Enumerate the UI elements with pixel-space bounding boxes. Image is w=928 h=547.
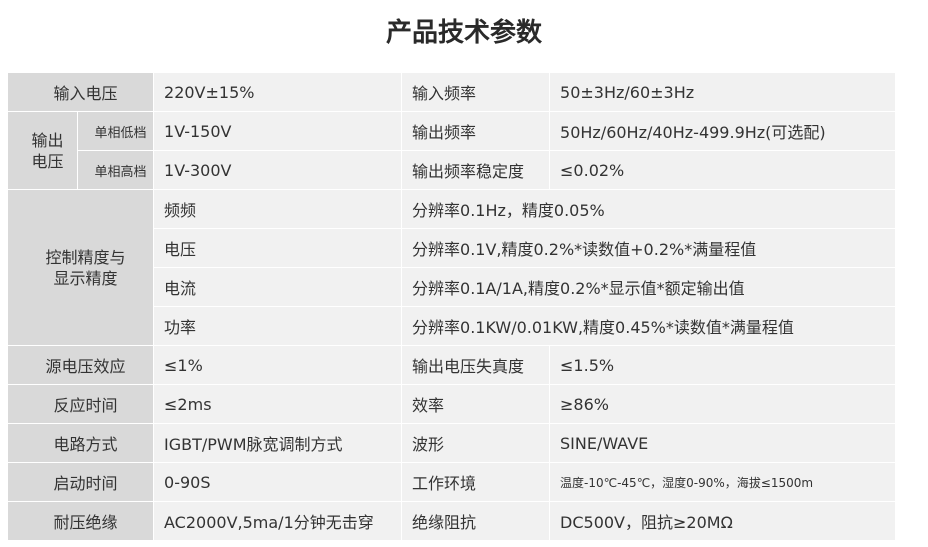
precision-value: 分辨率0.1Hz，精度0.05% [401,189,897,229]
value-distortion: ≤1.5% [549,345,897,385]
label-output-frequency: 输出频率 [401,111,551,151]
label-input-voltage: 输入电压 [6,72,155,112]
precision-name: 频频 [153,189,403,229]
value-source-effect: ≤1% [153,345,403,385]
table-row: 耐压绝缘 AC2000V,5ma/1分钟无击穿 绝缘阻抗 DC500V，阻抗≥2… [6,501,897,541]
label-efficiency: 效率 [401,384,551,424]
table-row: 电压 分辨率0.1V,精度0.2%*读数值+0.2%*满量程值 [8,228,897,268]
label-insulation-resistance: 绝缘阻抗 [401,501,551,541]
label-input-frequency: 输入频率 [401,72,551,112]
value-circuit-mode: IGBT/PWM脉宽调制方式 [153,423,403,463]
value-efficiency: ≥86% [549,384,897,424]
table-row: 控制精度与 显示精度 频频 分辨率0.1Hz，精度0.05% [6,189,897,346]
value-high-range: 1V-300V [153,150,403,190]
value-response-time: ≤2ms [153,384,403,424]
spec-table: 输入电压 220V±15% 输入频率 50±3Hz/60±3Hz 输出 电压 单… [6,72,897,541]
table-row: 功率 分辨率0.1KW/0.01KW,精度0.45%*读数值*满量程值 [8,306,897,346]
value-frequency-stability: ≤0.02% [549,150,897,190]
value-withstand-voltage: AC2000V,5ma/1分钟无击穿 [153,501,403,541]
label-precision: 控制精度与 显示精度 [6,189,155,346]
table-row: 输入电压 220V±15% 输入频率 50±3Hz/60±3Hz [6,72,897,112]
value-low-range: 1V-150V [153,111,403,151]
label-frequency-stability: 输出频率稳定度 [401,150,551,190]
label-environment: 工作环境 [401,462,551,502]
value-waveform: SINE/WAVE [549,423,897,463]
value-startup-time: 0-90S [153,462,403,502]
table-row: 反应时间 ≤2ms 效率 ≥86% [6,384,897,424]
value-insulation-resistance: DC500V，阻抗≥20MΩ [549,501,897,541]
label-high-range: 单相高档 [76,150,155,190]
precision-name: 功率 [153,306,403,346]
table-row: 单相高档 1V-300V 输出频率稳定度 ≤0.02% [8,150,897,190]
table-row: 启动时间 0-90S 工作环境 温度-10℃-45℃，湿度0-90%，海拔≤15… [6,462,897,502]
value-input-frequency: 50±3Hz/60±3Hz [549,72,897,112]
precision-value: 分辨率0.1KW/0.01KW,精度0.45%*读数值*满量程值 [401,306,897,346]
label-distortion: 输出电压失真度 [401,345,551,385]
label-startup-time: 启动时间 [6,462,155,502]
label-response-time: 反应时间 [6,384,155,424]
value-input-voltage: 220V±15% [153,72,403,112]
label-output-voltage: 输出 电压 [7,111,78,190]
value-environment: 温度-10℃-45℃，湿度0-90%，海拔≤1500m [549,462,897,502]
label-source-effect: 源电压效应 [6,345,155,385]
label-withstand-voltage: 耐压绝缘 [6,501,155,541]
table-row: 电路方式 IGBT/PWM脉宽调制方式 波形 SINE/WAVE [6,423,897,463]
precision-name: 电流 [153,267,403,307]
table-row: 电流 分辨率0.1A/1A,精度0.2%*显示值*额定输出值 [8,267,897,307]
precision-name: 电压 [153,228,403,268]
value-output-frequency: 50Hz/60Hz/40Hz-499.9Hz(可选配) [549,111,897,151]
label-waveform: 波形 [401,423,551,463]
label-circuit-mode: 电路方式 [6,423,155,463]
table-row: 源电压效应 ≤1% 输出电压失真度 ≤1.5% [6,345,897,385]
page-title: 产品技术参数 [385,17,542,48]
label-low-range: 单相低档 [76,111,155,151]
precision-value: 分辨率0.1V,精度0.2%*读数值+0.2%*满量程值 [401,228,897,268]
precision-value: 分辨率0.1A/1A,精度0.2%*显示值*额定输出值 [401,267,897,307]
table-row: 输出 电压 单相低档 1V-150V 输出频率 50Hz/60Hz/40Hz-4… [7,111,897,190]
